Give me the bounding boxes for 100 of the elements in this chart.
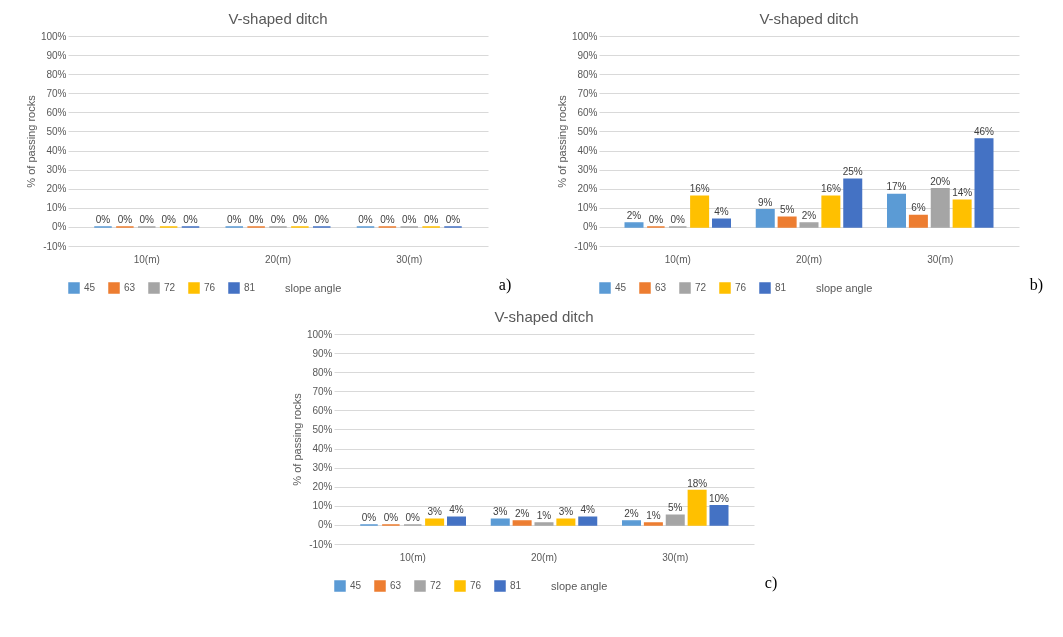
y-tick-label: 40% [577, 145, 598, 157]
chart-title: V-shaped ditch [494, 308, 594, 325]
y-tick-label: -10% [308, 538, 333, 550]
y-tick-label: 80% [577, 68, 598, 80]
bar [624, 222, 644, 228]
bar [424, 518, 444, 526]
text: b) [1029, 276, 1044, 294]
data-label: 9% [757, 196, 773, 208]
y-tick-label: 30% [577, 164, 598, 176]
data-label: 0% [139, 213, 154, 225]
bar [709, 505, 729, 526]
y-tick-label: 100% [40, 30, 67, 42]
bar [665, 514, 685, 526]
x-tick-label: 30(m) [661, 551, 689, 563]
y-tick-label: 60% [577, 106, 598, 118]
y-tick-label: 60% [46, 106, 67, 118]
data-label: 4% [449, 504, 464, 516]
y-tick-label: 30% [46, 164, 67, 176]
y-tick-label: 50% [312, 423, 333, 435]
y-tick-label: 50% [577, 125, 598, 137]
y-tick-label: 90% [577, 49, 598, 61]
bar [821, 195, 841, 228]
y-tick-label: -10% [42, 240, 67, 252]
y-tick-label: 20% [312, 481, 333, 493]
y-tick-label: 40% [46, 145, 67, 157]
bar [974, 138, 994, 228]
data-label: 0% [401, 213, 417, 225]
data-label: 25% [842, 166, 863, 178]
legend-label: 72 [694, 282, 707, 293]
bar [446, 516, 466, 526]
data-label: 2% [626, 210, 642, 222]
bar [930, 187, 950, 228]
legend-title: slope angle [815, 282, 873, 294]
data-label: 14% [951, 187, 973, 199]
data-label: 0% [270, 213, 286, 225]
data-label: 20% [930, 175, 951, 187]
bar [689, 195, 709, 228]
data-label: 2% [514, 508, 530, 520]
bar [799, 222, 819, 228]
y-tick-label: 90% [46, 49, 67, 61]
y-tick-label: 70% [577, 87, 598, 99]
data-label: 5% [779, 204, 795, 216]
x-tick-label: 10(m) [133, 253, 160, 265]
data-label: 0% [445, 213, 461, 225]
legend-label: 63 [123, 282, 136, 293]
x-tick-label: 20(m) [264, 253, 291, 265]
chart-title: V-shaped ditch [228, 10, 328, 27]
legend-label: 72 [429, 580, 442, 591]
legend-label: 76 [469, 580, 482, 591]
data-label: 0% [383, 511, 398, 523]
y-tick-label: 80% [312, 366, 333, 378]
x-tick-label: 10(m) [399, 551, 426, 563]
y-tick-label: 40% [312, 443, 333, 455]
y-tick-label: 0% [582, 221, 598, 233]
legend-label: 45 [614, 282, 627, 293]
chart-title: V-shaped ditch [759, 10, 859, 27]
y-tick-label: 0% [51, 221, 67, 233]
data-label: 46% [973, 126, 994, 138]
data-label: 10% [708, 492, 729, 504]
y-tick-label: 10% [46, 202, 67, 214]
bar [952, 199, 972, 228]
data-label: 0% [405, 511, 420, 523]
data-label: 18% [686, 477, 708, 489]
data-label: 0% [423, 213, 439, 225]
legend-label: 63 [389, 580, 402, 591]
data-label: 0% [648, 213, 664, 225]
data-label: 3% [427, 506, 442, 518]
y-tick-label: 60% [312, 404, 333, 416]
bar [755, 208, 775, 228]
y-tick-label: 10% [312, 500, 333, 512]
legend-title: slope angle [284, 282, 342, 294]
data-label: 0% [670, 213, 685, 225]
y-tick-label: 100% [571, 30, 598, 42]
bar [490, 518, 510, 526]
y-tick-label: 50% [46, 125, 67, 137]
x-tick-label: 30(m) [927, 253, 954, 265]
y-tick-label: 70% [46, 87, 67, 99]
legend-label: 72 [163, 282, 176, 293]
data-label: 16% [689, 183, 710, 195]
y-tick-label: 80% [46, 68, 67, 80]
bar [843, 178, 863, 228]
data-label: 4% [580, 504, 595, 516]
y-tick-label: -10% [573, 240, 598, 252]
legend-label: 81 [509, 580, 522, 591]
data-label: 16% [820, 183, 841, 195]
x-tick-label: 20(m) [530, 551, 557, 563]
x-tick-label: 10(m) [664, 253, 691, 265]
text: c) [764, 574, 778, 592]
x-tick-label: 30(m) [395, 253, 423, 265]
y-tick-label: 20% [46, 183, 67, 195]
data-label: 6% [910, 202, 926, 214]
data-label: 0% [161, 213, 176, 225]
y-tick-label: 100% [306, 328, 333, 340]
bar [556, 518, 576, 526]
bar [886, 193, 906, 228]
bar [578, 516, 598, 526]
data-label: 1% [645, 510, 661, 521]
x-tick-label: 20(m) [795, 253, 822, 265]
data-label: 0% [358, 213, 373, 225]
y-tick-label: 0% [317, 519, 333, 531]
